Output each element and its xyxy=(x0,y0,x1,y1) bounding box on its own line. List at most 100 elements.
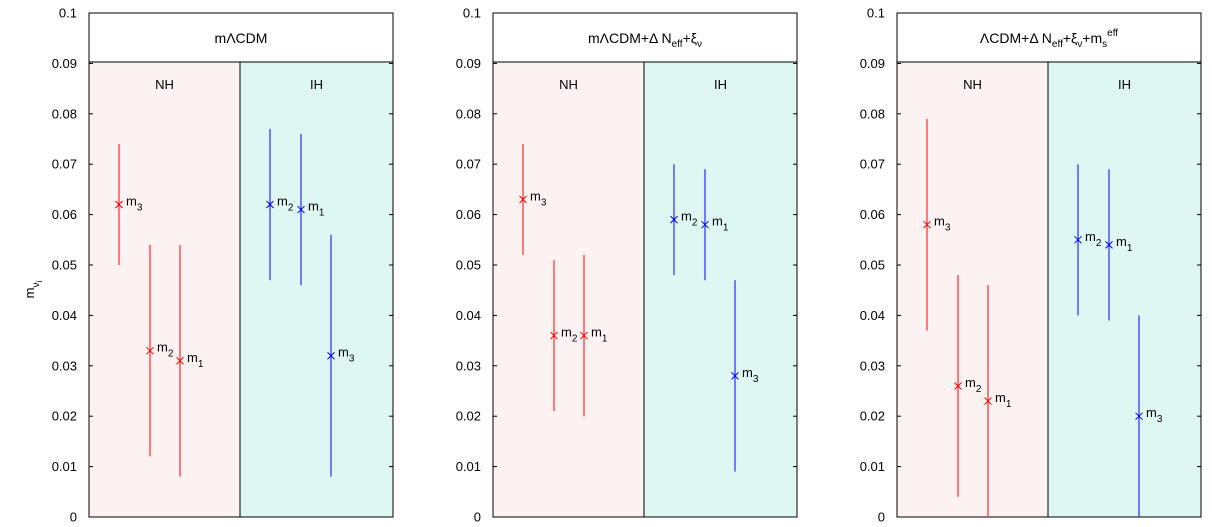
region-nh-background xyxy=(89,62,240,517)
data-point-nh-m2: m2 xyxy=(954,275,982,497)
panel-title: mΛCDM+Δ Neff+ξν xyxy=(588,30,702,50)
data-point-ih-m3: m3 xyxy=(731,280,759,472)
y-tick-label: 0.09 xyxy=(456,56,481,71)
region-label-nh: NH xyxy=(963,77,982,92)
point-label: m1 xyxy=(308,199,325,219)
marker-stroke-b xyxy=(1135,412,1143,421)
point-label-sub: 2 xyxy=(288,203,294,214)
data-point-ih-m2: m2 xyxy=(1074,164,1102,316)
panel-title: ΛCDM+Δ Neff+ξν+mseff xyxy=(980,28,1118,50)
point-label: m2 xyxy=(157,340,174,360)
panel-title-part: ν xyxy=(1077,39,1082,50)
point-label: m2 xyxy=(681,209,698,229)
marker-stroke-b xyxy=(146,346,154,355)
data-point-nh-m2: m2 xyxy=(146,244,174,457)
marker-stroke-b xyxy=(115,200,123,209)
data-point-ih-m3: m3 xyxy=(327,234,355,477)
point-label: m2 xyxy=(277,194,294,214)
panel-title-part: ΛCDM+Δ N xyxy=(980,30,1052,46)
point-label: m1 xyxy=(995,390,1012,410)
panel-title-part: eff xyxy=(672,39,683,50)
point-label-sub: 1 xyxy=(198,359,204,370)
point-label: m2 xyxy=(561,325,578,345)
point-label-main: m xyxy=(1116,234,1127,249)
y-tick-label: 0.01 xyxy=(52,459,77,474)
data-point-nh-m1: m1 xyxy=(984,285,1012,517)
region-nh-background xyxy=(493,62,644,517)
point-label-sub: 1 xyxy=(1127,243,1133,254)
y-tick-label: 0 xyxy=(70,510,77,525)
point-label: m1 xyxy=(591,325,608,345)
point-label-sub: 1 xyxy=(723,223,729,234)
y-axis-label-subsub: i xyxy=(35,280,44,282)
region-ih-background xyxy=(1048,62,1201,517)
point-label: m2 xyxy=(1085,229,1102,249)
marker-stroke-b xyxy=(1074,235,1082,244)
y-tick-label: 0.03 xyxy=(52,358,77,373)
point-label-main: m xyxy=(1146,405,1157,420)
y-tick-label: 0.05 xyxy=(52,258,77,273)
point-label-sub: 1 xyxy=(602,334,608,345)
y-tick-label: 0.07 xyxy=(52,157,77,172)
point-label-main: m xyxy=(157,340,168,355)
region-label-nh: NH xyxy=(155,77,174,92)
region-nh-background xyxy=(897,62,1048,517)
point-label-sub: 1 xyxy=(1006,399,1012,410)
y-tick-label: 0.09 xyxy=(52,56,77,71)
point-label-sub: 2 xyxy=(976,384,982,395)
y-tick-label: 0.06 xyxy=(860,207,885,222)
point-label-main: m xyxy=(712,214,723,229)
marker-stroke-b xyxy=(701,220,709,229)
panel-title-part: +ξ xyxy=(683,30,697,46)
y-tick-label: 0.06 xyxy=(52,207,77,222)
region-label-nh: NH xyxy=(559,77,578,92)
y-tick-label: 0.03 xyxy=(860,358,885,373)
data-point-ih-m1: m1 xyxy=(297,133,325,286)
region-label-ih: IH xyxy=(1118,77,1131,92)
data-point-ih-m2: m2 xyxy=(266,128,294,281)
y-tick-label: 0.07 xyxy=(860,157,885,172)
y-axis-label: mνi xyxy=(22,280,44,298)
point-label-main: m xyxy=(561,325,572,340)
y-tick-label: 0.01 xyxy=(456,459,481,474)
point-label-sub: 3 xyxy=(349,354,355,365)
point-label-main: m xyxy=(681,209,692,224)
y-tick-label: 0.01 xyxy=(860,459,885,474)
point-label: m3 xyxy=(1146,405,1163,425)
point-label-sub: 3 xyxy=(541,197,547,208)
point-label: m3 xyxy=(530,188,547,208)
marker-stroke-b xyxy=(1105,240,1113,249)
point-label: m3 xyxy=(126,194,143,214)
marker-stroke-b xyxy=(297,205,305,214)
point-label: m1 xyxy=(1116,234,1133,254)
y-tick-label: 0.1 xyxy=(59,6,77,21)
data-point-ih-m1: m1 xyxy=(1105,169,1133,321)
panel-title: mΛCDM xyxy=(215,30,268,46)
data-point-nh-m1: m1 xyxy=(580,254,608,417)
data-point-nh-m2: m2 xyxy=(550,259,578,412)
marker-stroke-b xyxy=(519,195,527,204)
panel-title-part: +m xyxy=(1082,30,1102,46)
point-label: m3 xyxy=(338,345,355,365)
point-label-sub: 2 xyxy=(168,349,174,360)
y-tick-label: 0.08 xyxy=(52,106,77,121)
data-point-nh-m3: m3 xyxy=(115,144,143,265)
region-label-ih: IH xyxy=(310,77,323,92)
point-label-main: m xyxy=(126,194,137,209)
y-tick-label: 0.08 xyxy=(456,106,481,121)
point-label-main: m xyxy=(1085,229,1096,244)
y-tick-label: 0.02 xyxy=(52,409,77,424)
marker-stroke-b xyxy=(327,351,335,360)
marker-stroke-b xyxy=(580,331,588,340)
point-label-sub: 1 xyxy=(319,208,325,219)
marker-stroke-b xyxy=(550,331,558,340)
y-tick-label: 0.07 xyxy=(456,157,481,172)
y-tick-label: 0.03 xyxy=(456,358,481,373)
marker-stroke-b xyxy=(266,200,274,209)
y-tick-label: 0.05 xyxy=(860,258,885,273)
panel-title-part: mΛCDM+Δ N xyxy=(588,30,672,46)
point-label-main: m xyxy=(338,345,349,360)
y-tick-label: 0.06 xyxy=(456,207,481,222)
panel-title-part: s xyxy=(1102,39,1107,50)
